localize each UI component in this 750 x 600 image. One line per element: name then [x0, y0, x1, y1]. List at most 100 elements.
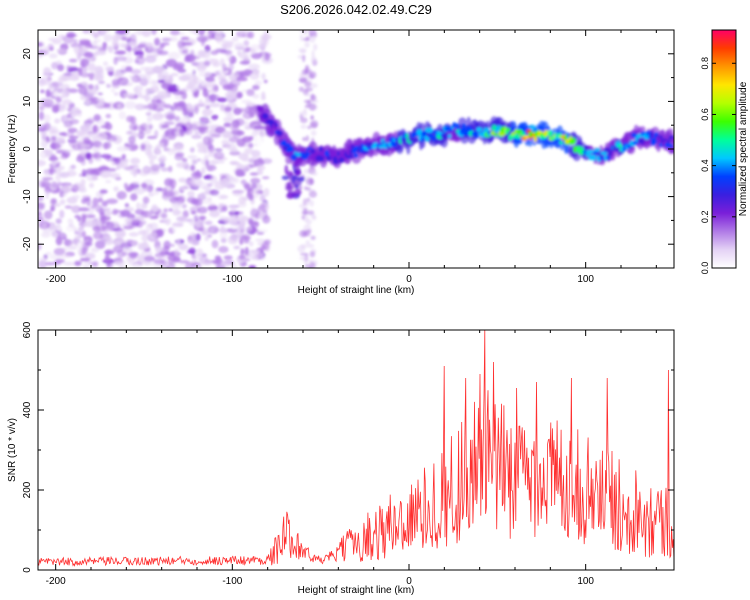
noise-blob: [114, 240, 121, 247]
noise-blob: [230, 205, 237, 213]
noise-blob: [248, 265, 257, 268]
noise-blob: [298, 86, 305, 92]
noise-blob: [151, 98, 158, 105]
noise-blob: [308, 190, 317, 198]
noise-blob: [62, 237, 67, 241]
noise-blob: [236, 236, 242, 240]
noise-blob: [58, 132, 67, 136]
ridge-core: [483, 127, 490, 133]
ridge-core: [455, 123, 460, 130]
noise-blob: [50, 183, 61, 188]
noise-blob: [157, 72, 163, 81]
noise-blob: [117, 103, 123, 111]
noise-blob: [310, 213, 316, 219]
noise-blob: [110, 88, 115, 93]
noise-blob: [74, 260, 82, 267]
noise-blob: [223, 176, 236, 184]
noise-blob: [160, 212, 168, 219]
noise-blob: [309, 71, 317, 79]
noise-blob: [74, 235, 81, 239]
noise-blob: [176, 82, 182, 91]
noise-blob: [190, 164, 196, 172]
y-tick-label: 0: [22, 146, 33, 152]
noise-blob: [308, 103, 317, 111]
noise-blob: [180, 42, 193, 46]
noise-blob: [196, 126, 207, 131]
noise-blob: [187, 155, 198, 159]
noise-blob: [219, 173, 231, 178]
noise-blob: [220, 261, 231, 268]
noise-blob: [261, 142, 271, 152]
noise-blob: [178, 243, 189, 251]
noise-blob: [229, 72, 239, 79]
noise-blob: [209, 209, 221, 218]
noise-blob: [103, 34, 113, 42]
noise-blob: [310, 116, 314, 120]
noise-blob: [159, 161, 165, 168]
noise-blob: [39, 150, 48, 159]
noise-blob: [89, 153, 99, 158]
noise-blob: [220, 237, 227, 243]
noise-blob: [136, 202, 141, 210]
noise-blob: [194, 179, 203, 185]
noise-blob: [105, 179, 112, 184]
noise-blob: [304, 81, 312, 88]
noise-blob: [58, 105, 71, 111]
noise-blob: [113, 157, 121, 165]
noise-blob: [99, 170, 112, 179]
ridge-core: [571, 137, 576, 143]
ridge-core: [416, 129, 423, 136]
noise-blob: [181, 116, 189, 124]
noise-blob: [221, 205, 228, 212]
noise-blob: [232, 132, 241, 139]
x-tick-label: -100: [222, 576, 242, 587]
noise-blob: [163, 196, 171, 202]
noise-blob: [221, 43, 233, 49]
noise-blob: [39, 77, 51, 86]
noise-blob: [170, 30, 180, 36]
noise-blob: [250, 177, 261, 185]
noise-blob: [306, 187, 311, 191]
noise-blob: [302, 199, 310, 207]
noise-blob: [212, 224, 217, 229]
noise-blob: [85, 168, 97, 175]
noise-blob: [48, 129, 59, 134]
noise-blob: [104, 250, 112, 254]
noise-blob: [63, 261, 76, 266]
ridge-core: [604, 154, 607, 162]
y-tick-label: 0: [22, 567, 33, 573]
noise-blob: [91, 91, 99, 95]
noise-blob: [209, 159, 219, 165]
ridge-core: [447, 134, 452, 138]
branch-blob: [285, 170, 294, 176]
noise-blob: [142, 196, 150, 204]
noise-blob: [169, 36, 178, 42]
snr-x-label: Height of straight line (km): [298, 585, 415, 596]
noise-blob: [138, 74, 147, 78]
noise-blob: [59, 254, 71, 259]
noise-blob: [123, 225, 134, 230]
colorbar-ticks: 0.0 0.2 0.4 0.6 0.8: [700, 57, 736, 274]
ridge-core: [559, 140, 563, 145]
noise-blob: [181, 158, 188, 163]
colorbar: 0.0 0.2 0.4 0.6 0.8 Normalized spectral ampl…: [700, 29, 749, 274]
noise-blob: [198, 31, 205, 36]
noise-blob: [240, 179, 247, 185]
noise-blob: [178, 177, 187, 183]
noise-blob: [95, 240, 106, 250]
noise-blob: [189, 140, 194, 148]
noise-blob: [250, 183, 257, 189]
noise-blob: [139, 168, 149, 177]
noise-blob: [178, 100, 186, 108]
noise-blob: [310, 130, 317, 137]
noise-blob: [94, 220, 102, 226]
noise-blob: [152, 66, 164, 73]
ridge-core: [645, 130, 652, 136]
noise-blob: [83, 137, 91, 145]
ridge-core: [584, 145, 589, 150]
noise-blob: [125, 219, 130, 228]
noise-blob: [94, 50, 107, 56]
noise-blob: [248, 142, 254, 149]
noise-blob: [78, 45, 90, 51]
